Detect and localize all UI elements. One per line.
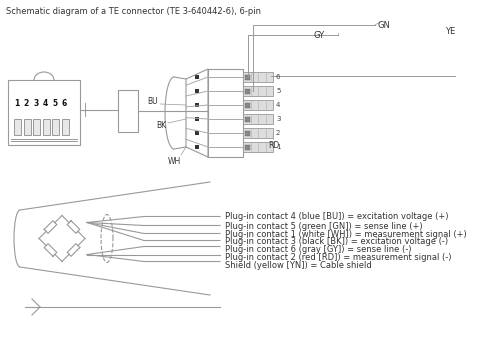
Text: 1: 1: [14, 99, 20, 108]
Text: 3: 3: [276, 116, 280, 122]
Bar: [245, 89, 250, 93]
Bar: [243, 72, 273, 82]
Text: RD: RD: [268, 141, 279, 150]
Bar: [118, 90, 138, 132]
Text: 1: 1: [276, 144, 280, 150]
Text: Plug-in contact 5 (green [GN]) = sense line (+): Plug-in contact 5 (green [GN]) = sense l…: [225, 222, 422, 231]
Bar: [195, 89, 199, 93]
Text: 2: 2: [24, 99, 29, 108]
Text: Plug-in contact 6 (gray [GY]) = sense line (-): Plug-in contact 6 (gray [GY]) = sense li…: [225, 245, 412, 254]
Text: Plug-in contact 2 (red [RD]) = measurement signal (-): Plug-in contact 2 (red [RD]) = measureme…: [225, 253, 452, 262]
Bar: [245, 75, 250, 79]
Text: 5: 5: [52, 99, 58, 108]
Text: GY: GY: [314, 30, 325, 40]
Bar: [245, 145, 250, 149]
Text: Plug-in contact 4 (blue [BU]) = excitation voltage (+): Plug-in contact 4 (blue [BU]) = excitati…: [225, 212, 448, 221]
Bar: [243, 128, 273, 138]
Bar: [195, 75, 199, 79]
Bar: [243, 100, 273, 110]
Bar: [52, 119, 59, 135]
Bar: [243, 142, 273, 152]
Bar: [245, 131, 250, 135]
Text: Plug-in contact 3 (black [BK]) = excitation voltage (-): Plug-in contact 3 (black [BK]) = excitat…: [225, 237, 448, 246]
Bar: [8, 80, 80, 145]
Text: 4: 4: [276, 102, 280, 108]
Text: 2: 2: [276, 130, 280, 136]
Text: 5: 5: [276, 88, 280, 94]
Bar: [245, 103, 250, 107]
Bar: [195, 103, 199, 107]
Text: WH: WH: [168, 157, 180, 166]
Bar: [245, 117, 250, 121]
Bar: [33, 119, 40, 135]
Text: BK: BK: [156, 120, 166, 130]
Text: GN: GN: [377, 21, 390, 29]
Text: 6: 6: [62, 99, 67, 108]
Bar: [195, 145, 199, 149]
Bar: [195, 117, 199, 121]
Bar: [62, 119, 68, 135]
Bar: [243, 114, 273, 124]
Text: Plug-in contact 1 (white [WH]) = measurement signal (+): Plug-in contact 1 (white [WH]) = measure…: [225, 230, 467, 239]
Bar: [243, 86, 273, 96]
Bar: [195, 131, 199, 135]
Text: YE: YE: [445, 28, 455, 36]
Bar: [14, 119, 21, 135]
Text: 3: 3: [34, 99, 38, 108]
Bar: [208, 69, 243, 157]
Bar: [24, 119, 30, 135]
Text: 6: 6: [276, 74, 280, 80]
Bar: [42, 119, 50, 135]
Text: 4: 4: [43, 99, 48, 108]
Text: BU: BU: [148, 97, 158, 105]
Text: Shield (yellow [YN]) = Cable shield: Shield (yellow [YN]) = Cable shield: [225, 261, 372, 270]
Text: Schematic diagram of a TE connector (TE 3-640442-6), 6-pin: Schematic diagram of a TE connector (TE …: [6, 7, 261, 16]
